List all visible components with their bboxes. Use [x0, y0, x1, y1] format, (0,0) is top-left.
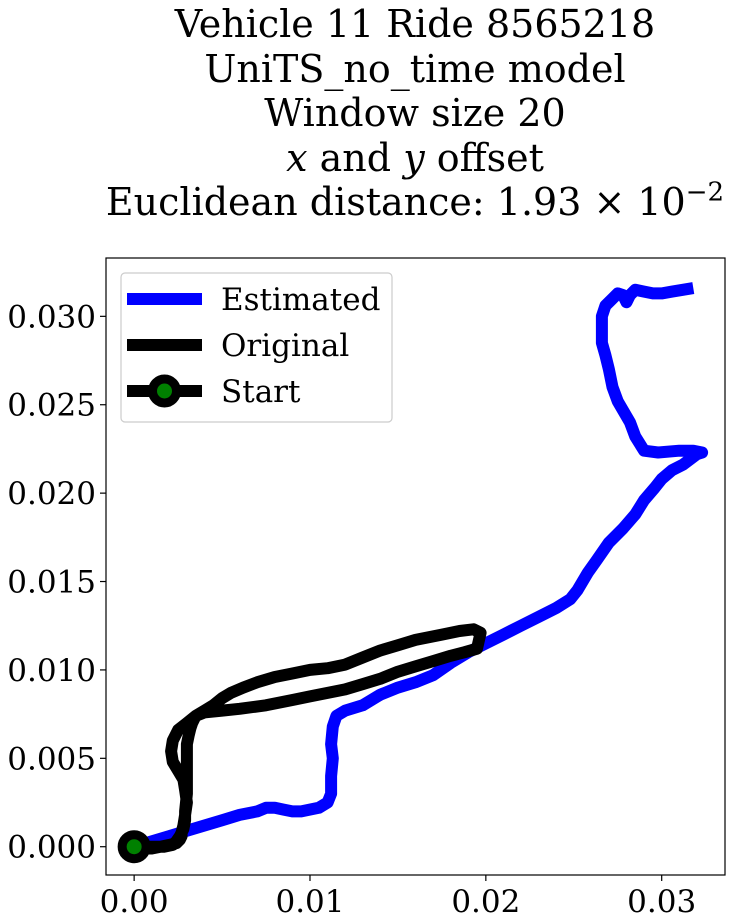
title-offset-word: offset	[424, 135, 544, 180]
x-tick-label: 0.00	[100, 884, 169, 920]
title-y-variable: y	[403, 135, 425, 180]
legend-label-estimated: Estimated	[221, 282, 380, 318]
title-x-variable: x	[286, 135, 308, 180]
chart-title: Vehicle 11 Ride 8565218 UniTS_no_time mo…	[0, 2, 733, 225]
series-line-original	[132, 623, 487, 855]
legend-box	[120, 272, 393, 423]
title-line-window: Window size 20	[264, 91, 566, 135]
series-layer	[117, 282, 709, 864]
y-axis: 0.000 0.005 0.010 0.015 0.020 0.025 0.030	[7, 299, 106, 866]
title-line-distance: Euclidean distance: 1.93 × 10−2	[0, 180, 733, 225]
start-point-marker	[117, 830, 151, 864]
title-line-offset: x and y offset	[0, 136, 733, 181]
title-distance-text: Euclidean distance: 1.93 × 10	[105, 180, 686, 224]
x-tick-label: 0.03	[627, 884, 696, 920]
legend: Estimated Original Start	[120, 272, 393, 423]
y-tick-label: 0.015	[7, 565, 96, 601]
title-distance-exponent: −2	[685, 177, 725, 208]
y-tick-label: 0.020	[7, 476, 96, 512]
x-tick-label: 0.01	[275, 884, 344, 920]
title-line-model: UniTS_no_time model	[204, 46, 626, 91]
legend-start-marker	[148, 374, 181, 408]
series-line-estimated	[132, 282, 709, 853]
legend-label-start: Start	[221, 374, 301, 410]
y-tick-label: 0.000	[7, 830, 96, 866]
title-line-vehicle: Vehicle 11 Ride 8565218	[174, 2, 656, 46]
y-tick-label: 0.030	[7, 299, 96, 335]
legend-label-original: Original	[221, 328, 349, 364]
y-tick-label: 0.025	[7, 388, 96, 424]
plot-frame	[105, 257, 726, 876]
x-tick-label: 0.02	[451, 884, 520, 920]
y-tick-label: 0.010	[7, 653, 96, 689]
x-axis: 0.00 0.01 0.02 0.03	[100, 875, 696, 920]
y-tick-label: 0.005	[7, 741, 96, 777]
title-and-word: and	[307, 135, 404, 180]
